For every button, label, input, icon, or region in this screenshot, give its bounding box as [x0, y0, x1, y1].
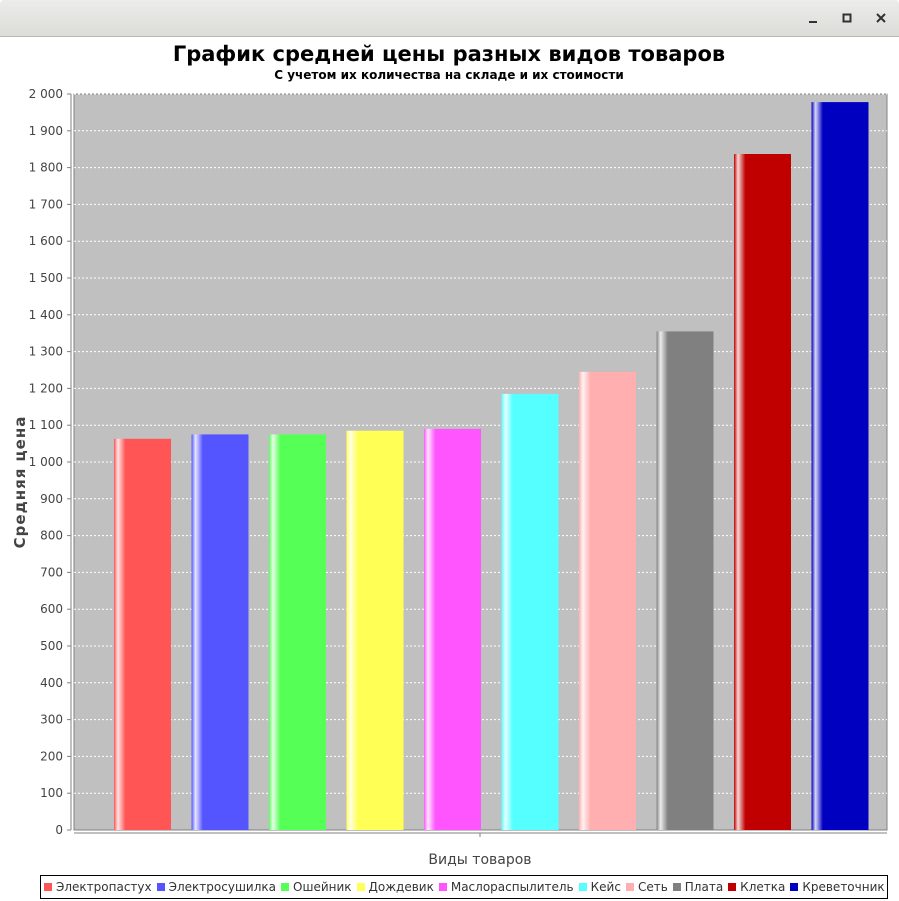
- y-tick-label: 300: [40, 713, 63, 727]
- y-tick-label: 2 000: [29, 87, 63, 101]
- legend-swatch: [438, 883, 447, 891]
- y-tick-label: 800: [40, 529, 63, 543]
- legend-item: Креветочник: [790, 880, 885, 894]
- bar-4: [346, 430, 404, 830]
- y-axis: 0 100 200 300 400 500 600 700 800 900 1 000 1 100 1 …: [29, 87, 72, 837]
- legend-label: Электропастух: [56, 880, 152, 894]
- y-tick-label: 100: [40, 786, 63, 800]
- bar-10: [811, 102, 869, 831]
- chart-title: График средней цены разных видов товаров: [173, 42, 725, 66]
- legend-label: Плата: [684, 880, 724, 894]
- bar-3: [269, 434, 326, 830]
- bar-8: [656, 331, 714, 830]
- y-tick-label: 1 500: [29, 271, 63, 285]
- legend-item: Плата: [672, 880, 724, 894]
- legend-label: Сеть: [637, 880, 668, 894]
- y-tick-label: 700: [40, 565, 63, 579]
- legend-swatch: [672, 883, 681, 891]
- y-tick-label: 1 300: [29, 345, 63, 359]
- y-axis-label: Средняя цена: [11, 416, 29, 549]
- x-axis-label: Виды товаров: [428, 852, 531, 868]
- chart: График средней цены разных видов товаров…: [11, 42, 888, 868]
- legend-label: Ошейник: [293, 880, 352, 894]
- legend-swatch: [156, 883, 165, 891]
- y-tick-label: 1 100: [29, 418, 63, 432]
- legend-label: Дождевик: [368, 880, 434, 894]
- y-tick-label: 400: [40, 676, 63, 690]
- bar-1: [114, 438, 171, 830]
- y-tick-label: 1 400: [29, 308, 63, 322]
- y-tick-label: 600: [40, 602, 63, 616]
- legend-item: Сеть: [625, 880, 668, 894]
- legend-item: Маслораспылитель: [438, 880, 574, 894]
- legend-swatch: [728, 883, 737, 891]
- legend-swatch: [356, 883, 365, 891]
- legend-label: Электросушилка: [168, 880, 277, 894]
- legend-item: Дождевик: [356, 880, 434, 894]
- bars: [114, 102, 869, 831]
- y-tick-label: 900: [40, 492, 63, 506]
- y-tick-label: 1 000: [29, 455, 63, 469]
- y-tick-label: 1 800: [29, 161, 63, 175]
- y-tick-label: 0: [55, 823, 63, 837]
- bar-5: [424, 428, 481, 830]
- legend-label: Маслораспылитель: [450, 880, 574, 894]
- chart-subtitle: С учетом их количества на складе и их ст…: [274, 68, 623, 82]
- legend-swatch: [281, 883, 290, 891]
- y-tick-label: 200: [40, 749, 63, 763]
- legend-label: Клетка: [740, 880, 786, 894]
- y-tick-label: 1 600: [29, 234, 63, 248]
- legend-item: Электропастух: [44, 880, 152, 894]
- legend-item: Клетка: [728, 880, 785, 894]
- bar-2: [191, 434, 249, 830]
- bar-7: [579, 371, 636, 830]
- y-tick-label: 1 900: [29, 124, 63, 138]
- legend-label: Кейс: [590, 880, 621, 894]
- legend-item: Кейс: [578, 880, 621, 894]
- y-tick-label: 1 200: [29, 381, 63, 395]
- maximize-icon[interactable]: [838, 9, 856, 27]
- window-titlebar: [0, 0, 899, 37]
- bar-6: [501, 393, 559, 830]
- y-tick-label: 1 700: [29, 197, 63, 211]
- legend-item: Ошейник: [281, 880, 352, 894]
- close-icon[interactable]: [872, 9, 890, 27]
- legend-swatch: [790, 883, 799, 891]
- legend-swatch: [625, 883, 634, 891]
- y-tick-label: 500: [40, 639, 63, 653]
- legend-swatch: [44, 883, 52, 891]
- minimize-icon[interactable]: [804, 9, 822, 27]
- legend-item: Электросушилка: [156, 880, 277, 894]
- legend-swatch: [578, 883, 587, 891]
- bar-9: [734, 154, 791, 830]
- legend-label: Креветочник: [802, 880, 885, 894]
- legend: Электропастух Электросушилка Ошейник Дождев…: [40, 875, 888, 899]
